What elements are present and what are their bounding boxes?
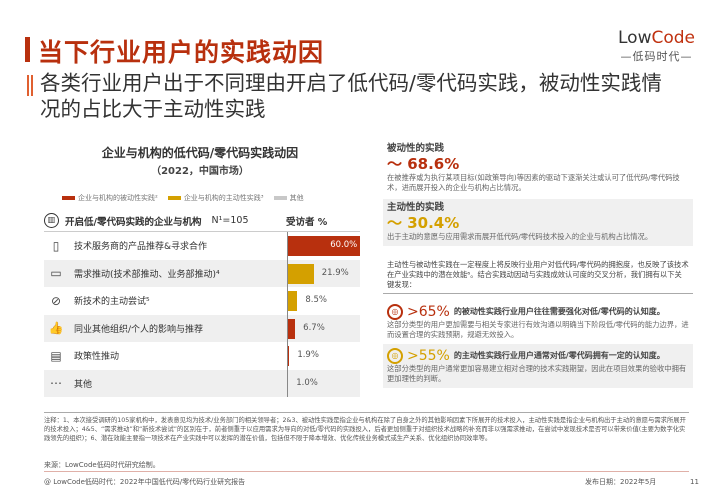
logo-text: Code bbox=[651, 28, 696, 48]
data-label: 6.7% bbox=[303, 322, 325, 333]
data-label: 1.9% bbox=[297, 350, 319, 360]
publish-date: 发布日期：2022年5月 bbox=[585, 478, 657, 486]
chart-row: ▭ 需求推动(技术部推动、业务部推动)⁴ 21.9% bbox=[44, 259, 360, 287]
finding-head: 的主动性实践行业用户通常对低/零代码拥有一定的认知度。 bbox=[453, 351, 665, 360]
finding-desc: 这部分类型的用户通常更加容易建立相对合理的技术实践期望，因此在项目效果的验收中拥… bbox=[387, 364, 687, 383]
sample-size: N¹=105 bbox=[211, 215, 249, 226]
bar bbox=[287, 346, 290, 366]
footer-divider bbox=[44, 471, 689, 472]
buildings-icon: ▥ bbox=[44, 213, 59, 228]
chart-row: ⋯ 其他 1.0% bbox=[44, 369, 360, 397]
legend-item-other: 其他 bbox=[273, 193, 304, 203]
page-title: 当下行业用户的实践动因 bbox=[38, 38, 325, 67]
target-icon: ◎ bbox=[387, 304, 403, 320]
source-note: 来源：LowCode低码时代研究绘制。 bbox=[44, 461, 160, 469]
legend-label: 企业与机构的被动性实践² bbox=[78, 194, 158, 202]
passive-desc: 在被推荐或为执行某项目标(如政策导向)等因素的驱动下逐渐关注或认可了低代码/零代… bbox=[387, 173, 680, 192]
chart-row: ⊘ 新技术的主动尝试⁵ 8.5% bbox=[44, 287, 360, 315]
building-phone-icon: ▯ bbox=[52, 238, 60, 253]
table-header: ▥ 开启低/零代码实践的企业与机构 N¹=105 受访者 % bbox=[44, 210, 360, 232]
lowcode-logo: LowCode —低码时代— bbox=[618, 28, 695, 64]
chart-row: ▯ 技术服务商的产品推荐&寻求合作 60.0% bbox=[44, 232, 361, 260]
data-label: 1.0% bbox=[296, 377, 318, 388]
header-label: 开启低/零代码实践的企业与机构 bbox=[65, 216, 202, 228]
bar bbox=[287, 263, 314, 284]
chart-row: ▤ 政策性推动 1.9% bbox=[44, 342, 360, 370]
finding-2: ◎ >55% 的主动性实践行业用户通常对低/零代码拥有一定的认知度。 这部分类型的用… bbox=[383, 344, 693, 388]
category-label: 新技术的主动尝试⁵ bbox=[74, 297, 150, 308]
right-panel: 被动性的实践 ～ 68.6% 在被推荐或为执行某项目标(如政策导向)等因素的驱动… bbox=[383, 140, 693, 388]
monitor-icon: ▭ bbox=[50, 266, 62, 281]
target-arrow-icon: ◎ bbox=[387, 348, 403, 364]
legend-swatch bbox=[273, 196, 287, 200]
subtitle-accent-bar bbox=[27, 75, 29, 96]
finding-pct: >65% bbox=[407, 304, 450, 320]
bar bbox=[287, 236, 361, 256]
legend-swatch bbox=[62, 196, 75, 200]
active-summary: 主动性的实践 ～ 30.4% 出于主动的意愿与应用需求而展开低代码/零代码技术投… bbox=[383, 199, 693, 246]
category-label: 需求推动(技术部推动、业务部推动)⁴ bbox=[74, 269, 220, 280]
category-label: 同业其他组织/个人的影响与推荐 bbox=[74, 324, 204, 335]
finding-pct: >55% bbox=[407, 348, 450, 364]
data-label: 8.5% bbox=[305, 295, 327, 305]
category-label: 其他 bbox=[74, 379, 93, 390]
legend-label: 企业与机构的主动性实践³ bbox=[183, 194, 264, 202]
chart-rows: ▯ 技术服务商的产品推荐&寻求合作 60.0% ▭ 需求推动(技术部推动、业务部推动)⁴… bbox=[44, 232, 361, 397]
category-label: 技术服务商的产品推荐&寻求合作 bbox=[74, 242, 208, 253]
thumbs-up-icon: 👍 bbox=[48, 321, 64, 336]
category-label: 政策性推动 bbox=[74, 352, 120, 363]
logo-text: Low bbox=[618, 28, 652, 48]
data-label: 21.9% bbox=[321, 267, 349, 278]
chart-legend: 企业与机构的被动性实践² 企业与机构的主动性实践³ 其他 bbox=[62, 193, 304, 203]
footnotes: 注释：1、本次接受调研的105家机构中，发表意见均为技术/业务部门的相关领导者；… bbox=[44, 412, 689, 443]
chart-title: 企业与机构的低代码/零代码实践动因 bbox=[101, 146, 299, 160]
title-accent-bar bbox=[25, 37, 30, 62]
active-title: 主动性的实践 bbox=[387, 202, 445, 213]
value-header: 受访者 % bbox=[286, 216, 328, 228]
finding-desc: 这部分类型的用户更加需要与相关专家进行有效沟通以明确当下阶段低/零代码的能力边界… bbox=[387, 320, 689, 339]
active-value: ～ 30.4% bbox=[387, 214, 460, 232]
document-icon: ▤ bbox=[50, 348, 62, 363]
bar-axis bbox=[287, 232, 288, 397]
footer-report: @ LowCode低码时代：2022年中国低代码/零代码行业研究报告 bbox=[44, 478, 246, 486]
finding-head: 的被动性实践行业用户往往需要强化对低/零代码的认知度。 bbox=[453, 307, 665, 316]
logo-subtext: —低码时代— bbox=[620, 50, 693, 63]
bar bbox=[287, 291, 298, 311]
legend-label: 其他 bbox=[289, 194, 304, 202]
findings-intro: 主动性与被动性实践在一定程度上将反映行业用户对低代码/零代码的拥抱度，也反映了该… bbox=[383, 256, 693, 294]
chart-row: 👍 同业其他组织/个人的影响与推荐 6.7% bbox=[44, 314, 360, 342]
subtitle-accent-bar bbox=[31, 75, 33, 96]
chart-subtitle: （2022，中国市场） bbox=[151, 166, 249, 177]
bar bbox=[287, 318, 296, 339]
passive-title: 被动性的实践 bbox=[387, 143, 445, 154]
active-desc: 出于主动的意愿与应用需求而展开低代码/零代码技术投入的企业与机构占比情况。 bbox=[387, 232, 653, 241]
passive-value: ～ 68.6% bbox=[387, 155, 460, 173]
legend-item-passive: 企业与机构的被动性实践² bbox=[62, 193, 158, 203]
legend-item-active: 企业与机构的主动性实践³ bbox=[167, 193, 264, 203]
passive-summary: 被动性的实践 ～ 68.6% 在被推荐或为执行某项目标(如政策导向)等因素的驱动… bbox=[383, 140, 693, 197]
more-icon: ⋯ bbox=[50, 376, 62, 391]
page-number: 11 bbox=[690, 478, 699, 486]
compass-icon: ⊘ bbox=[50, 293, 62, 308]
finding-1: ◎ >65% 的被动性实践行业用户往往需要强化对低/零代码的认知度。 这部分类型的用… bbox=[383, 294, 693, 344]
data-label: 60.0% bbox=[330, 240, 358, 250]
page-subtitle: 各类行业用户出于不同理由开启了低代码/零代码实践，被动性实践情况的占比大于主动性… bbox=[40, 71, 662, 121]
legend-swatch bbox=[167, 196, 181, 200]
